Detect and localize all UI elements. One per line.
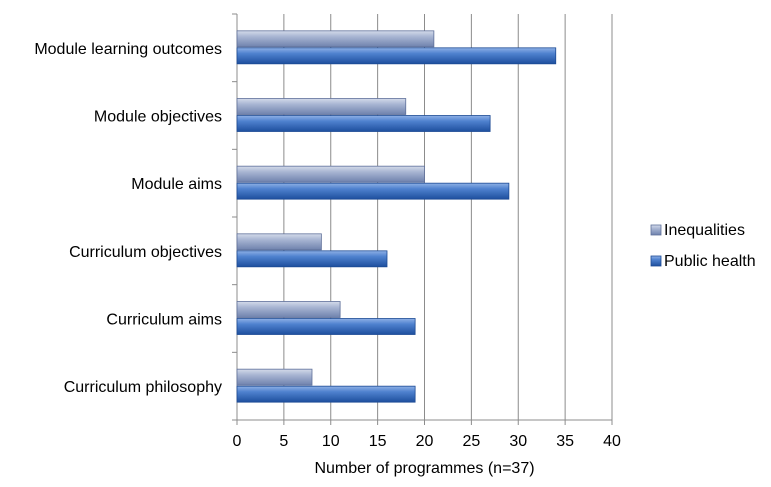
category-label: Curriculum objectives xyxy=(69,244,222,261)
axes xyxy=(232,13,613,425)
x-tick-label: 30 xyxy=(509,433,527,450)
category-label: Module aims xyxy=(131,176,222,193)
x-tick-label: 0 xyxy=(233,433,242,450)
legend-label-inequalities: Inequalities xyxy=(664,222,745,239)
x-tick-label: 40 xyxy=(603,433,621,450)
bar-public-health-curriculum-objectives xyxy=(236,250,388,268)
bar-public-health-curriculum-aims xyxy=(236,318,416,335)
x-tick-label: 25 xyxy=(462,433,480,450)
legend-swatch-inequalities xyxy=(650,224,662,236)
category-label: Module learning outcomes xyxy=(34,41,222,58)
bar-inequalities-curriculum-objectives xyxy=(236,233,322,251)
category-label: Module objectives xyxy=(94,109,222,126)
bar-public-health-module-aims xyxy=(236,182,510,200)
legend-swatch-public-health xyxy=(650,255,662,267)
bar-inequalities-module-learning-outcomes xyxy=(236,30,435,48)
grid-lines xyxy=(283,14,613,420)
x-tick-label: 10 xyxy=(322,433,340,450)
bar-inequalities-module-aims xyxy=(236,165,425,183)
bars xyxy=(236,30,557,403)
category-labels: Module learning outcomes Module objective… xyxy=(34,41,222,396)
bar-inequalities-curriculum-aims xyxy=(236,301,341,318)
legend: Inequalities Public health xyxy=(650,222,756,270)
x-tick-label: 20 xyxy=(416,433,434,450)
category-label: Curriculum philosophy xyxy=(64,379,222,396)
bar-public-health-module-objectives xyxy=(236,115,491,132)
bar-public-health-curriculum-philosophy xyxy=(236,385,416,403)
x-tick-label: 15 xyxy=(369,433,387,450)
bar-inequalities-module-objectives xyxy=(236,98,407,115)
category-label: Curriculum aims xyxy=(106,312,222,329)
x-tick-label: 35 xyxy=(556,433,574,450)
legend-label-public-health: Public health xyxy=(664,253,756,270)
x-tick-labels: 0 5 10 15 20 25 30 35 40 xyxy=(233,433,621,450)
bar-inequalities-curriculum-philosophy xyxy=(236,368,313,386)
x-axis-title: Number of programmes (n=37) xyxy=(314,460,534,477)
bar-public-health-module-learning-outcomes xyxy=(236,47,557,65)
x-tick-label: 5 xyxy=(279,433,288,450)
